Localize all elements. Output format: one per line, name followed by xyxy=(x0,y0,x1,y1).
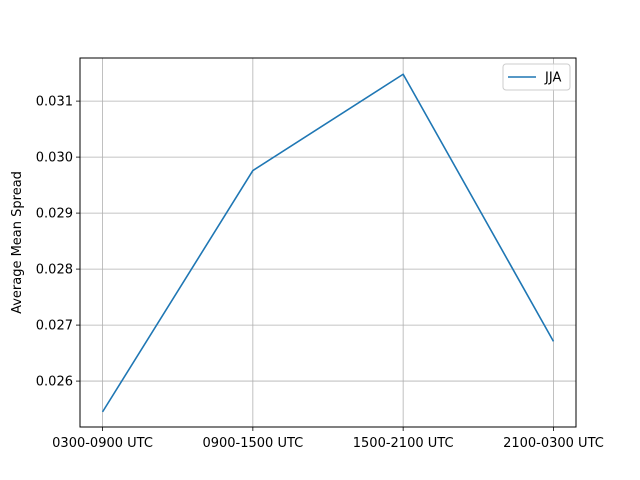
y-axis-label: Average Mean Spread xyxy=(10,171,25,314)
legend-box xyxy=(502,63,571,91)
y-tick-label: 0.026 xyxy=(36,375,73,390)
legend: JJA xyxy=(502,63,571,91)
x-tick-label: 2100-0300 UTC xyxy=(503,436,604,451)
ticks: 0300-0900 UTC 0900-1500 UTC 1500-2100 UTC 2… xyxy=(36,95,604,451)
series-line-jja xyxy=(101,73,555,413)
x-tick-label: 1500-2100 UTC xyxy=(353,436,454,451)
series-layer xyxy=(101,73,555,413)
y-tick-label: 0.027 xyxy=(36,319,73,334)
y-tick-label: 0.029 xyxy=(36,207,73,222)
grid xyxy=(80,58,576,427)
legend-label-jja: JJA xyxy=(544,71,561,86)
plot-frame xyxy=(79,57,577,428)
x-tick-label: 0300-0900 UTC xyxy=(52,436,153,451)
y-tick-label: 0.028 xyxy=(36,263,73,278)
y-tick-label: 0.031 xyxy=(36,95,73,110)
x-tick-label: 0900-1500 UTC xyxy=(202,436,303,451)
y-tick-label: 0.030 xyxy=(36,151,73,166)
